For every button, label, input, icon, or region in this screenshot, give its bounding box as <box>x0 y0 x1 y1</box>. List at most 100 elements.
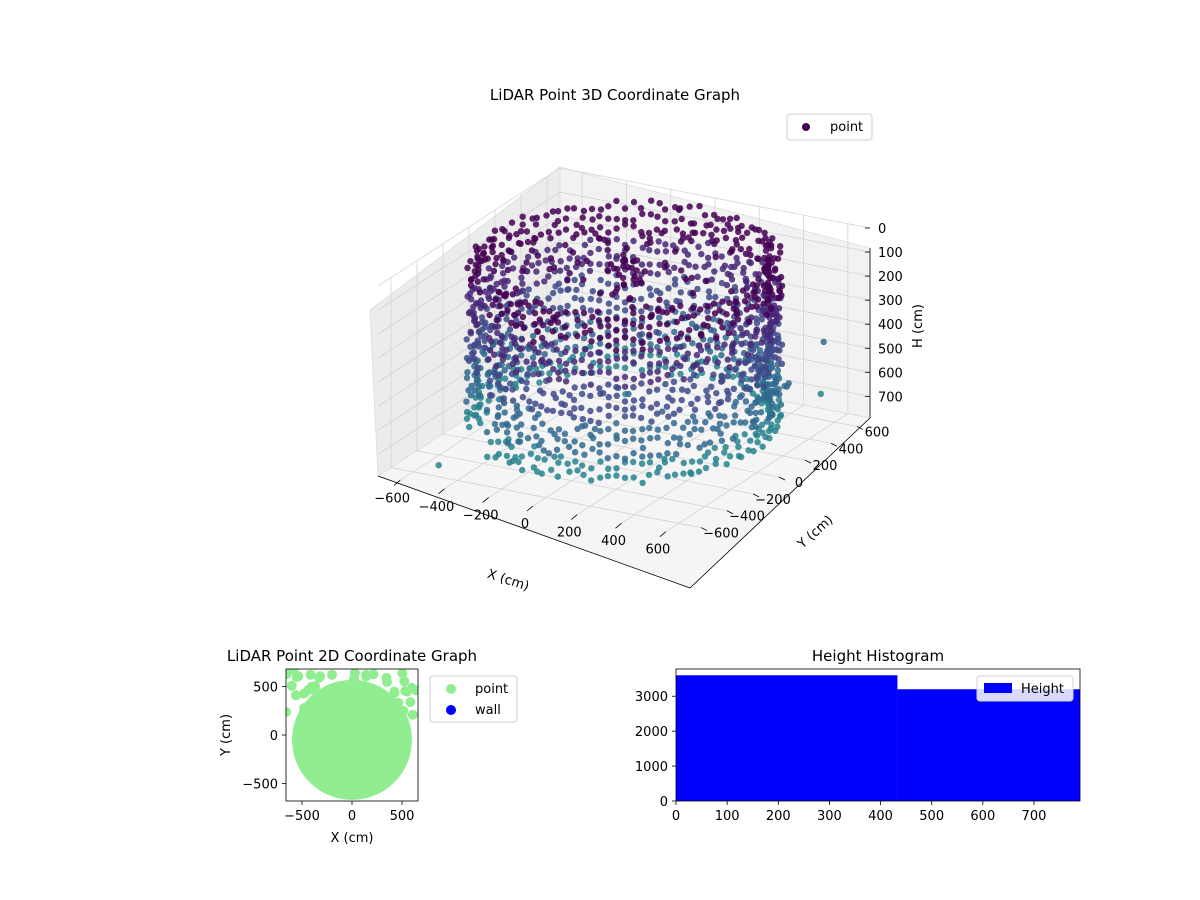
point-3d-1647 <box>663 321 671 328</box>
point-3d-747 <box>476 256 483 264</box>
grid-floor-y-2 <box>442 433 754 495</box>
point-3d-1270 <box>538 437 545 445</box>
point-3d-1207 <box>755 276 762 283</box>
point-3d-1556 <box>613 432 620 439</box>
point-3d-1555 <box>646 331 653 338</box>
point-3d-1129 <box>771 354 779 361</box>
point-3d-1673 <box>647 404 655 411</box>
point-3d-1280 <box>559 388 566 395</box>
legend-3d-label-point: point <box>830 120 863 135</box>
y-axis-label-3d: Y (cm) <box>794 513 836 553</box>
point-3d-1577 <box>630 405 637 412</box>
point-3d-1440 <box>597 427 604 435</box>
point-3d-1504 <box>692 418 699 425</box>
point-3d-1681 <box>656 348 663 356</box>
point-3d-323 <box>519 287 527 294</box>
point-3d-249 <box>665 268 672 276</box>
point-3d-874 <box>688 274 695 282</box>
point-3d-1529 <box>719 298 726 305</box>
point-3d-1445 <box>605 412 612 419</box>
point-3d-761 <box>685 234 692 241</box>
point-3d-1458 <box>587 381 594 388</box>
point-3d-408 <box>694 273 701 280</box>
point-3d-478 <box>708 276 715 283</box>
point-3d-1340 <box>574 332 581 340</box>
point-3d-1533 <box>637 414 645 422</box>
point-3d-1549 <box>638 353 645 360</box>
point-3d-85 <box>605 215 612 222</box>
point-3d-1621 <box>705 410 712 417</box>
point-2d-46 <box>397 669 408 679</box>
point-3d-1651 <box>647 378 654 386</box>
point-3d-1170 <box>531 310 539 317</box>
legend-2d-label-point: point <box>475 682 508 697</box>
point-3d-1096 <box>506 459 513 466</box>
point-3d-1652 <box>697 330 705 338</box>
point-3d-1277 <box>738 340 745 348</box>
point-3d-187 <box>647 291 655 299</box>
grid-wall-z-x-0 <box>559 167 871 229</box>
point-3d-1524 <box>719 324 726 331</box>
point-3d-1518 <box>684 350 691 357</box>
point-3d-49 <box>571 294 579 302</box>
point-3d-285 <box>673 226 680 233</box>
point-3d-584 <box>467 258 474 265</box>
point-3d-1679 <box>639 346 646 353</box>
point-3d-1641 <box>663 335 670 343</box>
point-3d-1482 <box>596 441 603 448</box>
point-3d-971 <box>473 369 480 376</box>
point-3d-1540 <box>669 386 676 393</box>
y-tick-label-3d-0: −600 <box>703 527 739 542</box>
point-3d-52 <box>563 264 570 272</box>
point-3d-80 <box>588 205 596 213</box>
point-3d-763 <box>534 252 542 259</box>
x-tick-label-hist-7: 700 <box>1022 809 1047 824</box>
point-3d-1165 <box>532 298 539 305</box>
point-2d-59 <box>301 708 312 719</box>
point-3d-224 <box>656 200 663 207</box>
point-3d-413 <box>485 265 492 272</box>
point-3d-1145 <box>521 298 529 306</box>
point-3d-710 <box>476 392 484 399</box>
point-3d-1472 <box>690 382 698 390</box>
point-3d-1660 <box>639 402 646 409</box>
point-3d-1611 <box>621 317 629 324</box>
point-3d-399 <box>696 202 703 210</box>
point-3d-1154 <box>519 313 527 321</box>
point-3d-393 <box>686 203 693 210</box>
point-3d-540 <box>481 344 489 351</box>
legend-3d-marker-point <box>802 123 810 131</box>
point-3d-1513 <box>629 435 637 442</box>
point-3d-313 <box>519 280 526 287</box>
point-3d-1142 <box>523 379 530 386</box>
point-3d-1281 <box>739 287 747 294</box>
point-3d-524 <box>712 293 719 301</box>
point-3d-516 <box>488 236 496 243</box>
point-3d-1403 <box>589 445 596 453</box>
point-3d-578 <box>482 323 489 331</box>
point-3d-1509 <box>676 406 683 413</box>
point-3d-607 <box>733 214 740 222</box>
point-3d-1365 <box>572 347 579 355</box>
point-3d-1603 <box>613 420 620 427</box>
grid-floor-y-0 <box>390 467 702 528</box>
point-3d-645 <box>737 245 745 253</box>
point-3d-57 <box>555 229 562 236</box>
point-3d-1661 <box>630 375 637 383</box>
point-3d-402 <box>695 243 702 250</box>
point-3d-495 <box>706 294 713 301</box>
point-3d-915 <box>630 276 637 283</box>
point-3d-1658 <box>655 360 663 367</box>
point-3d-726 <box>463 354 471 362</box>
point-3d-1245 <box>542 340 549 348</box>
point-3d-378 <box>677 370 684 378</box>
point-3d-1589 <box>613 453 620 460</box>
point-3d-863 <box>768 242 775 249</box>
point-3d-1064 <box>499 334 506 341</box>
point-3d-1424 <box>579 369 586 377</box>
point-2d-10 <box>405 697 416 708</box>
scatter-3d-chart: LiDAR Point 3D Coordinate Graph −600 −400… <box>369 86 926 594</box>
point-3d-102 <box>565 286 572 293</box>
point-3d-1488 <box>605 322 612 330</box>
point-3d-264 <box>637 295 645 303</box>
